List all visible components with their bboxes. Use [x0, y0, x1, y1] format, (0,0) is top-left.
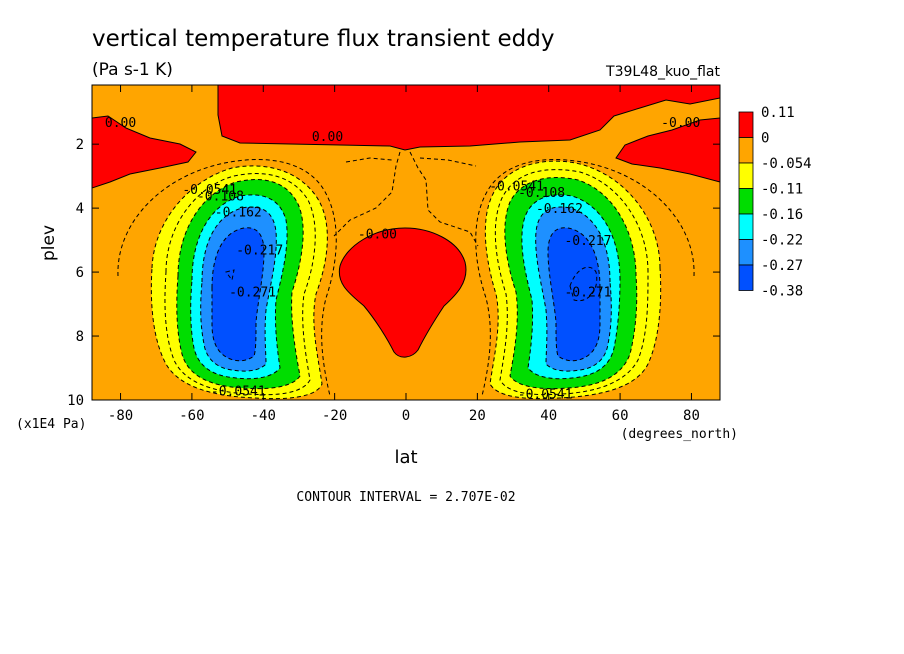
chart-title: vertical temperature flux transient eddy — [92, 26, 554, 52]
contour-label: -0.00 — [661, 116, 700, 131]
contour-field — [92, 85, 720, 400]
legend-level-label: -0.11 — [761, 182, 803, 198]
y-axis-title: plev — [39, 225, 59, 261]
contour-label: -0.271 — [229, 285, 276, 300]
x-tick-label: -20 — [322, 408, 347, 424]
near-zero-contours — [333, 151, 479, 247]
x-tick-label: -60 — [179, 408, 204, 424]
x-tick-label: 40 — [540, 408, 557, 424]
x-axis-units: (degrees_north) — [621, 427, 738, 442]
y-tick-label: 10 — [67, 393, 84, 409]
contour-labels: 0.000.00-0.00-0.0541-0.108-0.162-0.217-0… — [105, 116, 700, 403]
positive-region-top — [217, 85, 720, 151]
y-tick-label: 2 — [76, 137, 84, 153]
y-tick-label: 4 — [76, 201, 84, 217]
contour-label: -0.0541 — [182, 183, 237, 198]
legend-swatch — [738, 264, 754, 291]
positive-region-left — [92, 115, 197, 189]
legend-swatch — [738, 162, 754, 189]
x-tick-label: 0 — [402, 408, 410, 424]
legend-swatch — [738, 188, 754, 215]
contour-label: -0.0541 — [518, 388, 573, 403]
contour-label: 0.00 — [312, 130, 343, 145]
y-tick-label: 8 — [76, 329, 84, 345]
legend-swatch — [738, 213, 754, 240]
negative-lobe-north — [475, 159, 695, 400]
contour-interval: CONTOUR INTERVAL = 2.707E-02 — [296, 490, 515, 505]
run-label: T39L48_kuo_flat — [605, 64, 720, 80]
x-tick-label: -80 — [108, 408, 133, 424]
contour-label: -0.271 — [564, 285, 611, 300]
contour-label: -0.00 — [358, 228, 397, 243]
legend-level-label: 0.11 — [761, 105, 795, 121]
y-axis-units: (x1E4 Pa) — [16, 417, 86, 432]
legend-swatch — [738, 239, 754, 266]
x-tick-label: 20 — [469, 408, 486, 424]
positive-region-right — [615, 117, 720, 183]
y-axis-ticks: 2 4 6 8 10 — [67, 137, 720, 409]
negative-lobe-south — [117, 159, 337, 400]
positive-region-center — [338, 227, 467, 358]
contour-label: -0.162 — [536, 202, 583, 217]
legend-swatch — [738, 111, 754, 138]
contour-label: -0.162 — [215, 205, 262, 220]
legend-level-label: 0 — [761, 131, 769, 147]
x-tick-label: 60 — [612, 408, 629, 424]
contour-label: -0.108 — [518, 186, 565, 201]
y-tick-label: 6 — [76, 265, 84, 281]
x-tick-label: -40 — [251, 408, 276, 424]
legend-level-label: -0.16 — [761, 207, 803, 223]
legend-level-label: -0.054 — [761, 156, 812, 172]
color-legend: 0.11 0 -0.054 -0.11 -0.16 -0.22 -0.27 -0.38 — [738, 105, 812, 300]
x-axis-title: lat — [394, 447, 417, 468]
contour-label: -0.0541 — [489, 180, 544, 195]
legend-swatch — [738, 137, 754, 164]
legend-level-label: -0.38 — [761, 284, 803, 300]
legend-level-label: -0.27 — [761, 258, 803, 274]
x-tick-label: 80 — [683, 408, 700, 424]
contour-label: -0.217 — [236, 244, 283, 259]
legend-level-label: -0.22 — [761, 233, 803, 249]
contour-label: -0.217 — [564, 234, 611, 249]
contour-label: -0.108 — [197, 189, 244, 204]
units-label: (Pa s-1 K) — [92, 60, 173, 80]
contour-label: -0.0541 — [211, 384, 266, 399]
x-axis-ticks: -80 -60 -40 -20 0 20 40 60 80 — [108, 85, 700, 424]
contour-label: 0.00 — [105, 116, 136, 131]
